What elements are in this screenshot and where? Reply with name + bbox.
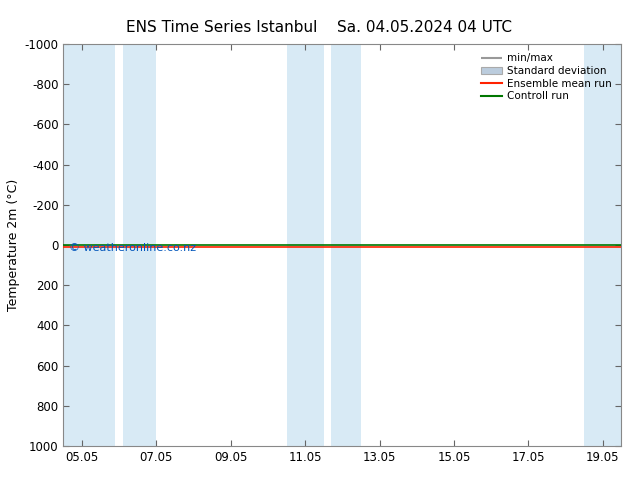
Bar [584,44,621,446]
Y-axis label: Temperature 2m (°C): Temperature 2m (°C) [8,179,20,311]
Text: © weatheronline.co.nz: © weatheronline.co.nz [69,243,196,253]
Bar [331,44,361,446]
Bar [63,44,115,446]
Bar [287,44,324,446]
Text: Sa. 04.05.2024 04 UTC: Sa. 04.05.2024 04 UTC [337,20,512,35]
Legend: min/max, Standard deviation, Ensemble mean run, Controll run: min/max, Standard deviation, Ensemble me… [477,49,616,105]
Text: ENS Time Series Istanbul: ENS Time Series Istanbul [126,20,318,35]
Bar [123,44,157,446]
